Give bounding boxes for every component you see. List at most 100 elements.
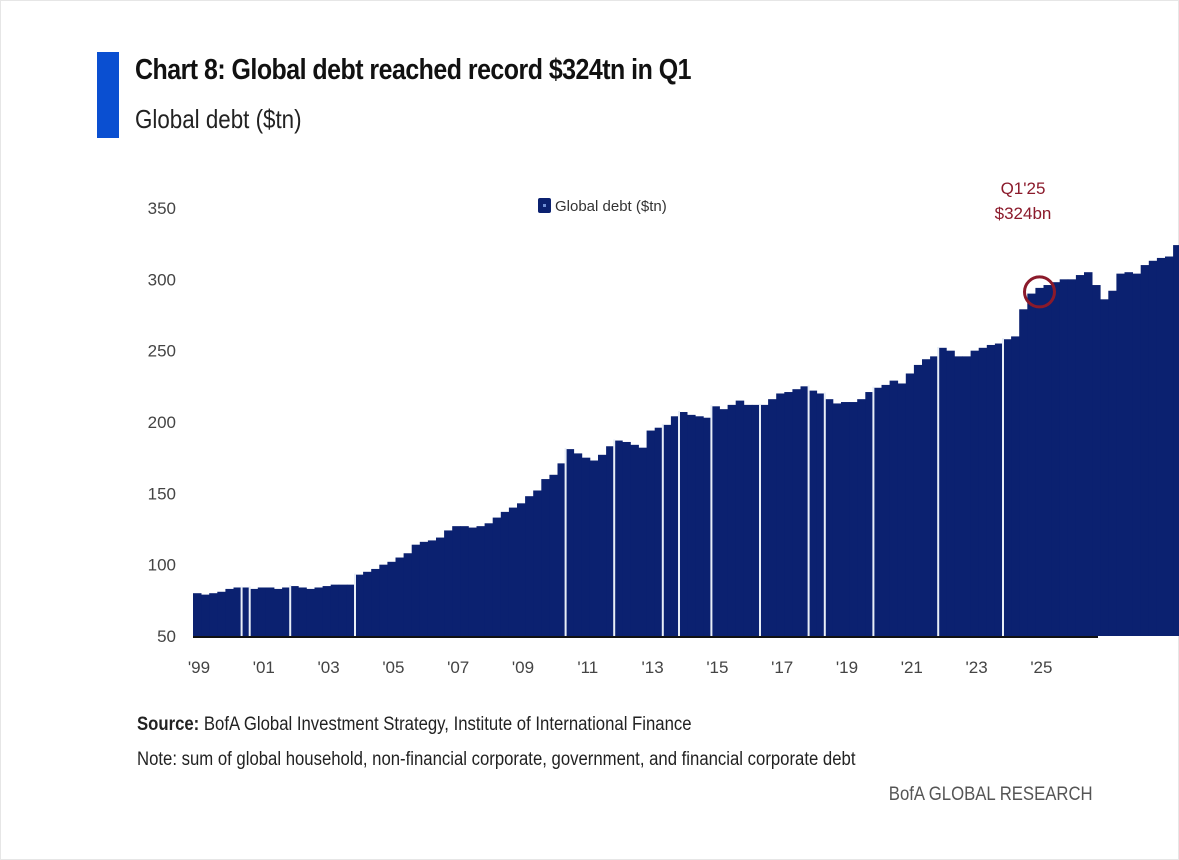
bar-40 [517, 503, 526, 636]
bar-92 [938, 347, 947, 636]
bar-79 [832, 403, 842, 636]
bar-11 [282, 587, 291, 636]
bar-20 [355, 574, 364, 636]
bar-37 [492, 517, 502, 636]
bar-120 [1165, 256, 1174, 636]
x-tick-label: '99 [188, 658, 210, 677]
x-tick-label: '05 [382, 658, 404, 677]
bar-93 [946, 350, 955, 636]
bar-48 [581, 457, 591, 636]
bar-51 [606, 446, 615, 636]
x-tick-label: '21 [901, 658, 923, 677]
bar-121 [1173, 245, 1179, 636]
bar-76 [808, 390, 818, 636]
bar-104 [1035, 287, 1044, 636]
x-tick-labels: '99 '01 '03 '05 '07 '09 '11 '13 '15 '17 '19 '21 '23 '… [188, 658, 1053, 677]
legend-label: Global debt ($tn) [555, 198, 667, 215]
bar-42 [533, 490, 542, 636]
bar-45 [557, 463, 566, 636]
bar-55 [638, 447, 647, 636]
bar-111 [1092, 285, 1101, 636]
x-tick-label: '13 [642, 658, 664, 677]
annotation-value: $324bn [995, 204, 1052, 223]
bar-34 [468, 527, 477, 636]
bar-50 [598, 454, 607, 636]
bar-43 [541, 479, 550, 636]
bar-96 [970, 350, 980, 636]
bars-group [193, 245, 1179, 636]
chart-subtitle: Global debt ($tn) [135, 104, 302, 134]
bar-0 [193, 593, 202, 636]
bar-97 [978, 347, 988, 636]
bar-84 [873, 387, 882, 636]
bar-83 [865, 392, 874, 636]
bar-41 [525, 496, 534, 636]
bar-73 [784, 392, 793, 636]
bar-68 [743, 404, 753, 636]
brand-label: BofA GLOBAL RESEARCH [889, 784, 1093, 805]
bar-56 [646, 430, 656, 636]
bar-78 [824, 399, 834, 636]
bar-100 [1003, 339, 1012, 636]
bar-7 [249, 588, 259, 636]
bar-108 [1067, 279, 1077, 636]
bar-113 [1108, 290, 1117, 636]
bar-24 [387, 561, 396, 636]
source-line: Source: BofA Global Investment Strategy,… [137, 714, 692, 736]
bar-70 [760, 404, 769, 636]
peak-annotation: Q1'25 $324bn [995, 179, 1056, 309]
bar-28 [419, 541, 429, 636]
bar-99 [994, 343, 1004, 636]
bar-4 [225, 588, 234, 636]
bar-91 [930, 356, 939, 636]
source-label: Source: [137, 714, 200, 735]
bar-109 [1075, 275, 1085, 636]
bar-86 [889, 380, 899, 636]
bar-35 [476, 526, 485, 636]
y-tick-label: 350 [148, 199, 176, 218]
bar-102 [1019, 309, 1028, 636]
bar-54 [630, 444, 639, 636]
bar-72 [776, 393, 785, 636]
bar-33 [460, 526, 469, 636]
x-tick-label: '15 [706, 658, 728, 677]
bar-6 [241, 587, 251, 636]
bar-22 [371, 568, 380, 636]
bar-75 [800, 386, 809, 636]
bar-38 [500, 511, 510, 636]
bar-30 [436, 537, 445, 636]
bar-16 [322, 586, 332, 636]
bar-67 [735, 400, 745, 636]
bar-74 [792, 389, 801, 636]
x-tick-label: '23 [966, 658, 988, 677]
x-tick-label: '17 [771, 658, 793, 677]
bar-116 [1132, 273, 1142, 636]
bar-89 [913, 364, 923, 636]
bar-14 [306, 588, 315, 636]
y-tick-label: 300 [148, 270, 176, 289]
bar-60 [679, 412, 688, 636]
bar-85 [881, 384, 890, 636]
bar-64 [711, 406, 720, 636]
bar-115 [1124, 272, 1133, 636]
bar-26 [403, 553, 413, 636]
bar-21 [363, 571, 372, 636]
bar-106 [1051, 282, 1061, 636]
legend: Global debt ($tn) [538, 198, 667, 215]
y-tick-labels: 50 100 150 200 250 300 350 [148, 199, 176, 646]
bar-8 [257, 587, 267, 636]
bar-49 [589, 460, 599, 636]
note-line: Note: sum of global household, non-finan… [137, 749, 856, 770]
bar-110 [1084, 272, 1093, 636]
bar-101 [1011, 336, 1020, 636]
x-tick-label: '19 [836, 658, 858, 677]
bar-47 [573, 453, 583, 636]
y-tick-label: 100 [148, 556, 176, 575]
bar-103 [1027, 293, 1036, 636]
bar-69 [751, 404, 761, 636]
bar-88 [905, 373, 915, 636]
bar-39 [508, 507, 518, 636]
bar-18 [338, 584, 348, 636]
bar-19 [346, 584, 356, 636]
bar-9 [265, 587, 275, 636]
